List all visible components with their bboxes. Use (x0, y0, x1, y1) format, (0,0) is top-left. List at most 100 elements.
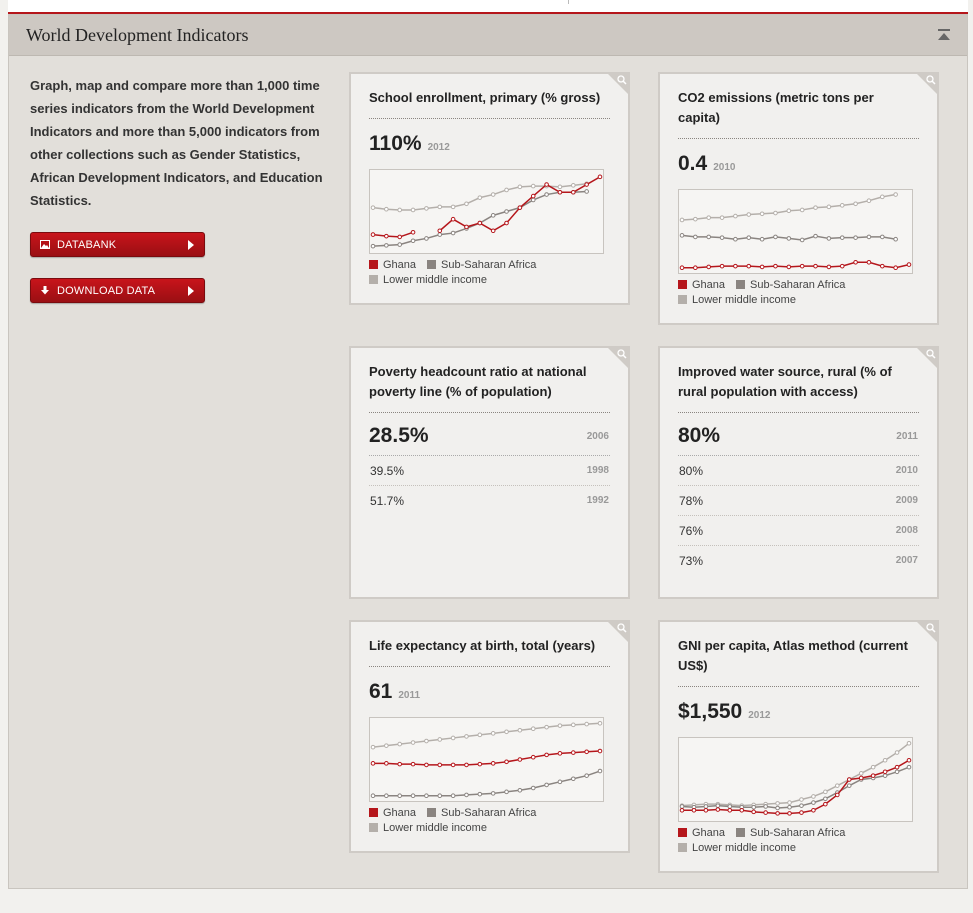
line-chart (678, 737, 913, 822)
data-point (894, 750, 900, 755)
card-gni-per-capita[interactable]: GNI per capita, Atlas method (current US… (658, 620, 939, 873)
data-point (570, 183, 576, 188)
magnifier-icon[interactable] (916, 347, 938, 369)
data-point (706, 264, 712, 270)
data-point (811, 800, 816, 805)
data-point (879, 194, 885, 200)
chart-frame (369, 169, 604, 254)
data-point (894, 769, 900, 775)
data-point (410, 207, 416, 213)
data-point (397, 741, 403, 747)
data-point (733, 213, 738, 219)
data-point (384, 761, 389, 766)
data-point (751, 804, 756, 810)
data-point (727, 804, 733, 809)
data-point (437, 228, 443, 234)
data-point (826, 264, 832, 270)
data-point (384, 243, 389, 248)
download-data-button[interactable]: DOWNLOAD DATA (30, 278, 205, 303)
data-point (490, 731, 496, 736)
data-point (424, 793, 429, 798)
card-life-expectancy[interactable]: Life expectancy at birth, total (years) … (349, 620, 630, 853)
data-point (504, 759, 509, 765)
data-point (437, 737, 443, 742)
data-point (858, 771, 864, 776)
data-point (370, 761, 376, 766)
chart-legend: Ghana Sub-Saharan Africa Lower middle inco… (369, 806, 547, 836)
data-point (437, 204, 443, 210)
magnifier-icon[interactable] (607, 347, 629, 369)
data-point (597, 748, 603, 754)
data-point (839, 235, 845, 240)
magnifier-icon[interactable] (607, 621, 629, 643)
data-point (787, 804, 792, 810)
data-point (703, 808, 709, 813)
data-point (437, 232, 443, 237)
data-point (437, 762, 443, 768)
data-point (906, 741, 912, 746)
data-point (544, 752, 549, 758)
magnifier-icon[interactable] (916, 621, 938, 643)
data-point (733, 263, 738, 269)
data-point (787, 811, 792, 816)
data-point (835, 783, 840, 788)
databank-button[interactable]: DATABANK (30, 232, 205, 257)
data-point (424, 206, 429, 211)
data-point (759, 264, 765, 270)
data-point (450, 204, 456, 210)
data-point (846, 783, 852, 788)
chart-legend: Ghana Sub-Saharan Africa Lower middle inco… (678, 826, 856, 856)
line-chart (369, 717, 604, 802)
card-improved-water[interactable]: Improved water source, rural (% of rural… (658, 346, 939, 599)
data-point (893, 265, 898, 270)
data-point (384, 793, 389, 798)
data-point (384, 743, 389, 748)
data-point (679, 808, 685, 813)
data-point (823, 796, 828, 802)
data-point (410, 229, 416, 235)
data-point (906, 757, 912, 763)
data-point (870, 773, 876, 778)
data-point (763, 804, 768, 809)
card-year: 2012 (427, 142, 450, 153)
data-point (370, 232, 376, 237)
data-point (773, 263, 778, 269)
card-co2-emissions[interactable]: CO2 emissions (metric tons per capita) 0… (658, 72, 939, 325)
data-point (570, 776, 576, 782)
data-point (584, 721, 589, 727)
data-point (490, 791, 496, 796)
chart-frame (369, 717, 604, 802)
chevron-up-icon[interactable] (937, 28, 951, 42)
data-point (746, 263, 752, 269)
data-point (557, 779, 563, 785)
data-point (450, 230, 456, 236)
data-point (517, 205, 523, 210)
data-point (370, 205, 376, 210)
download-icon (41, 286, 49, 295)
data-point (879, 263, 885, 269)
data-point (530, 785, 536, 791)
data-point (799, 263, 805, 269)
panel-header: World Development Indicators (9, 15, 967, 56)
data-point (437, 793, 443, 798)
data-point (746, 235, 752, 240)
data-point (597, 768, 603, 774)
data-point (504, 187, 509, 193)
page-footer (0, 889, 973, 913)
series-line-ghana (372, 231, 414, 238)
data-point (693, 234, 698, 240)
data-point (464, 201, 469, 207)
magnifier-icon[interactable] (607, 73, 629, 95)
data-point (773, 234, 778, 240)
card-poverty-headcount[interactable]: Poverty headcount ratio at national pove… (349, 346, 630, 599)
list-item: 76% 2008 (678, 516, 919, 546)
data-point (811, 808, 816, 813)
data-point (530, 183, 536, 189)
card-value: 110% 2012 (369, 132, 450, 155)
data-point (530, 726, 536, 731)
magnifier-icon[interactable] (916, 73, 938, 95)
data-point (410, 761, 416, 767)
card-school-enrollment[interactable]: School enrollment, primary (% gross) 110… (349, 72, 630, 305)
card-value: 0.4 2010 (678, 152, 736, 175)
data-point (846, 777, 852, 782)
